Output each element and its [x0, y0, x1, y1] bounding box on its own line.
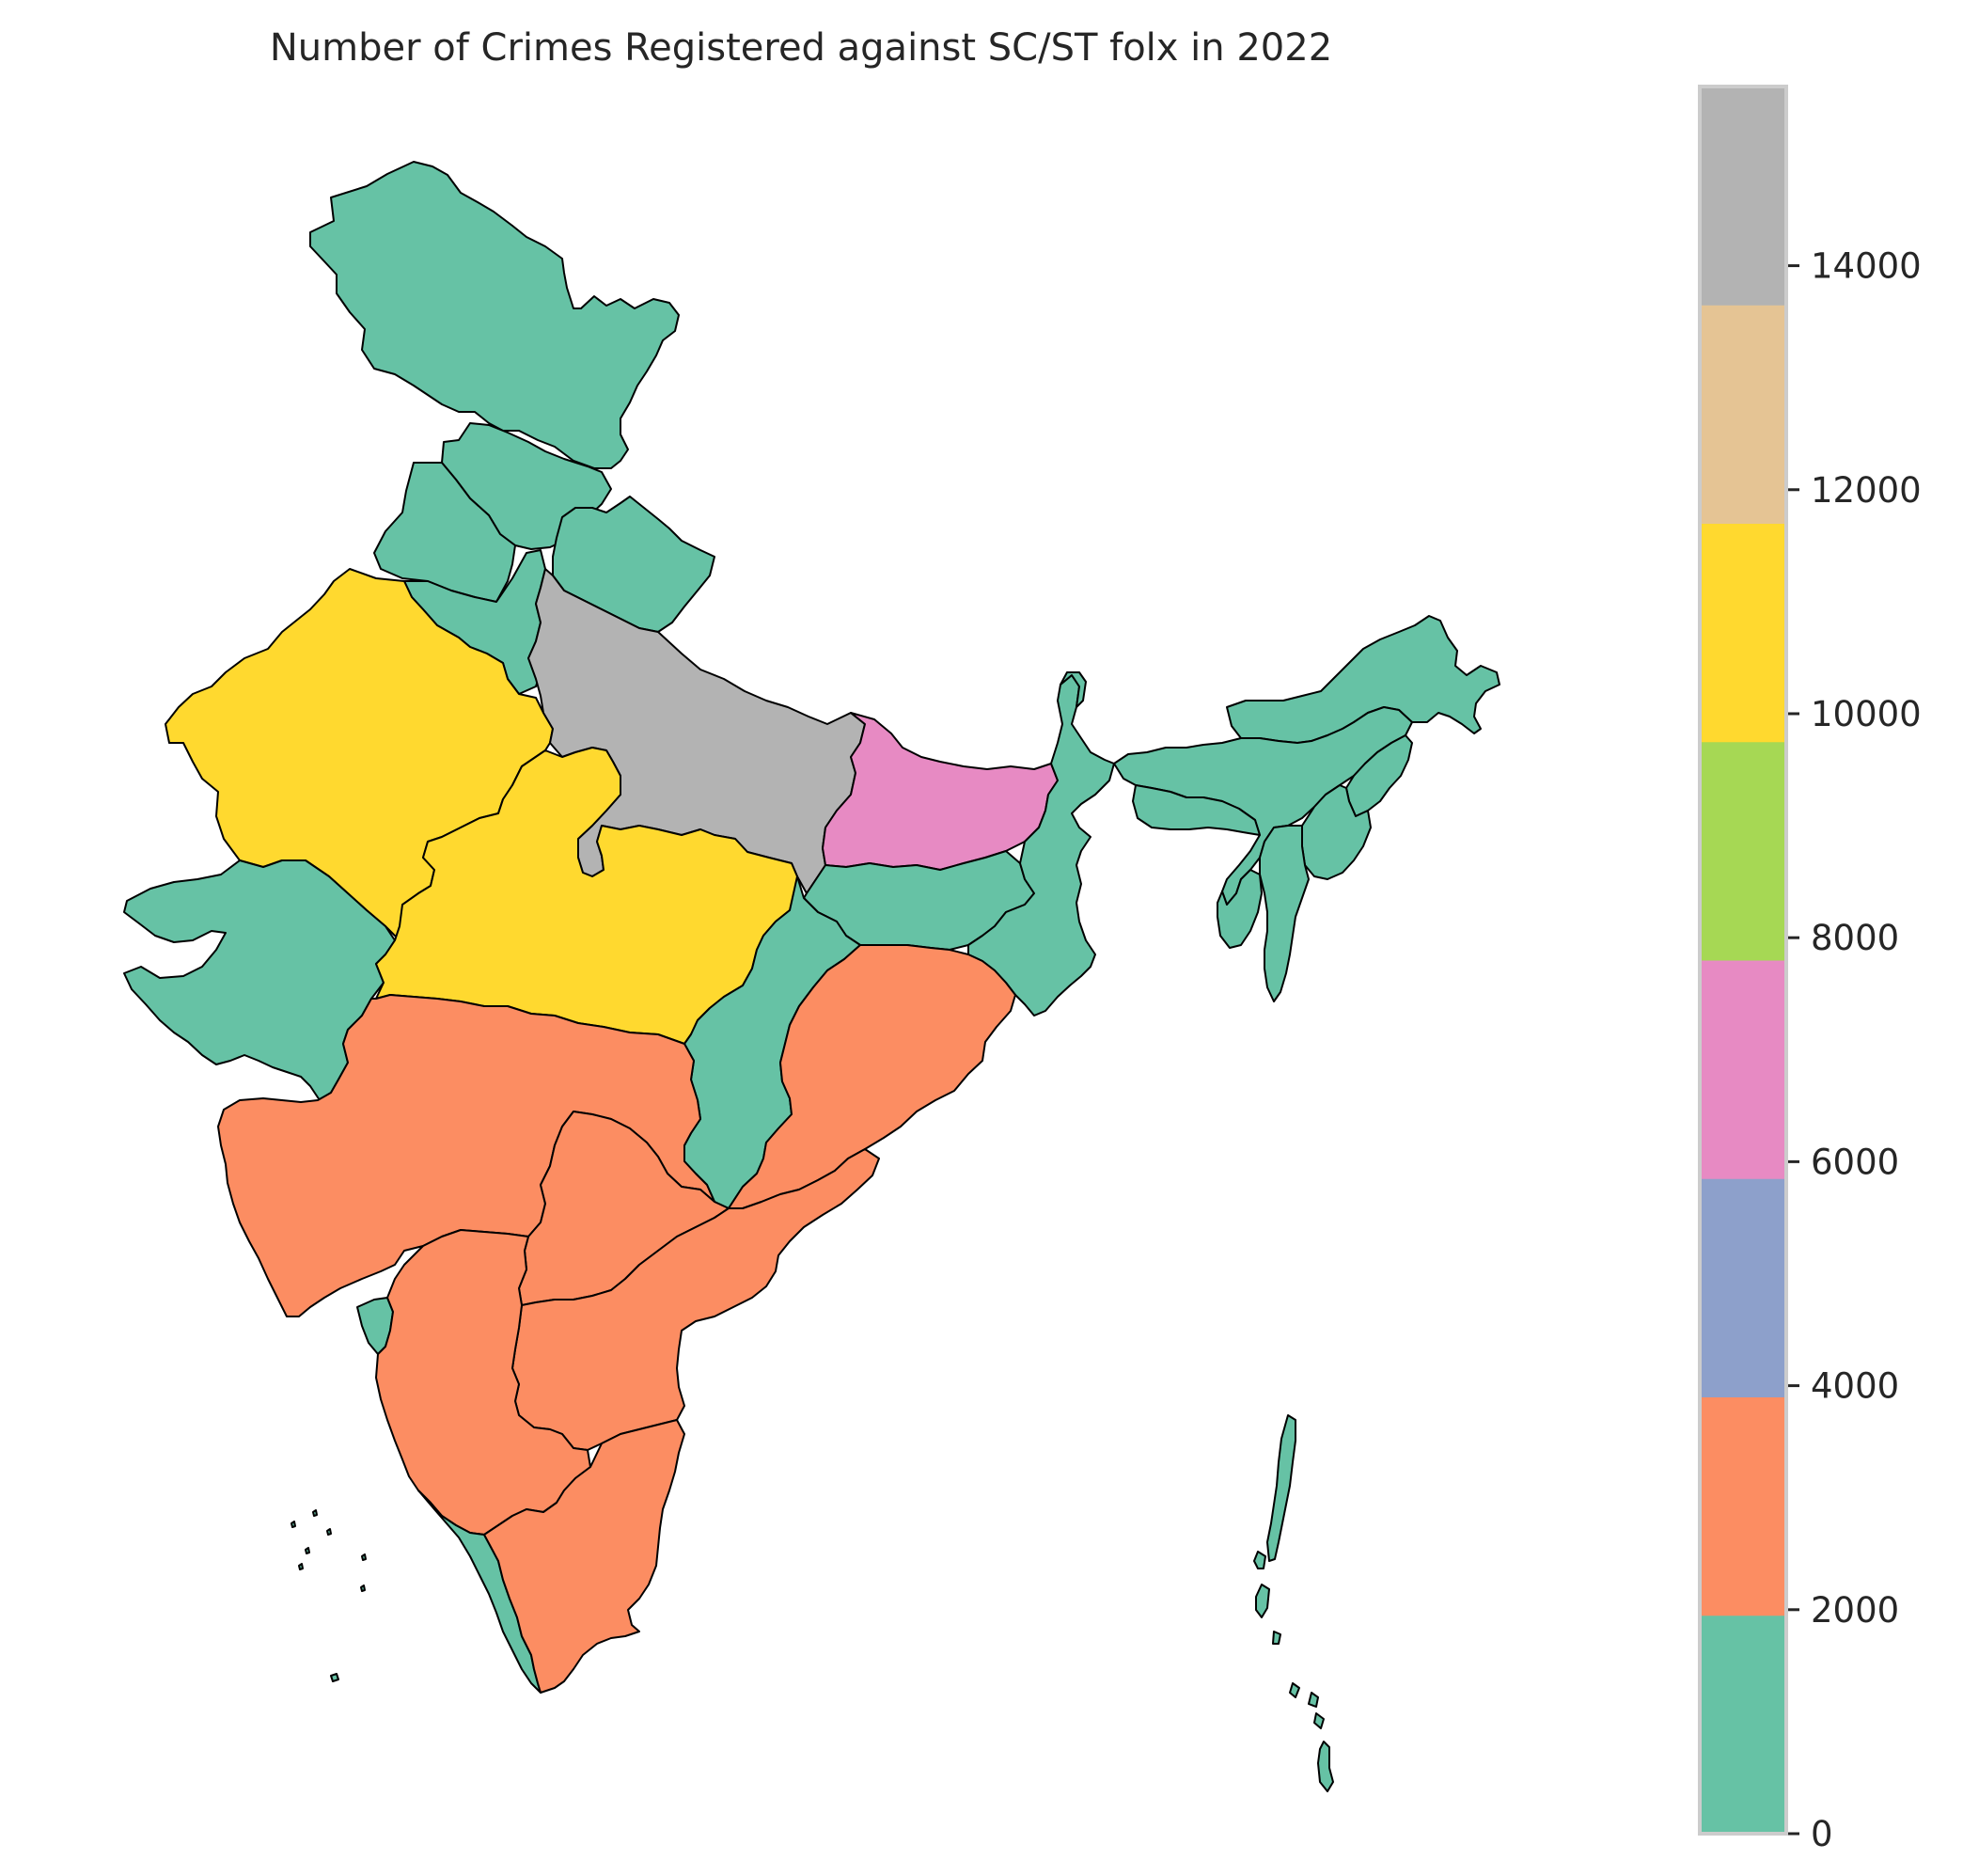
region-meghalaya	[1132, 784, 1261, 836]
region-tripura	[1217, 869, 1263, 949]
india-map	[123, 161, 1500, 1792]
region-jammu-and-kashmir	[309, 161, 680, 469]
colorbar-segment-4	[1700, 741, 1786, 961]
colorbar-tick-label: 12000	[1811, 470, 1922, 511]
colorbar: 0 2000 4000 6000 8000 10000 12000 14000	[1698, 85, 1922, 1854]
colorbar-tick-label: 6000	[1811, 1142, 1899, 1182]
region-gujarat	[123, 859, 396, 1101]
colorbar-tick-label: 14000	[1811, 246, 1922, 287]
colorbar-segment-5	[1700, 523, 1786, 743]
colorbar-segment-7	[1700, 87, 1786, 306]
map-title: Number of Crimes Registered against SC/S…	[270, 26, 1332, 70]
region-lakshadweep	[291, 1509, 367, 1682]
colorbar-segment-3	[1700, 960, 1786, 1179]
colorbar-segment-2	[1700, 1178, 1786, 1397]
colorbar-segment-0	[1700, 1615, 1786, 1835]
region-tamil-nadu	[483, 1419, 685, 1694]
region-sikkim	[1060, 671, 1087, 708]
colorbar-segment-6	[1700, 305, 1786, 524]
colorbar-frame	[1698, 85, 1788, 1836]
region-andaman-nicobar	[1253, 1414, 1334, 1792]
colorbar-segment-1	[1700, 1396, 1786, 1616]
colorbar-tick-label: 0	[1811, 1814, 1833, 1854]
colorbar-tick-label: 2000	[1811, 1590, 1899, 1631]
colorbar-tick-label: 10000	[1811, 694, 1922, 734]
region-mizoram	[1259, 825, 1310, 1002]
colorbar-tick-label: 4000	[1811, 1366, 1899, 1407]
colorbar-tick-label: 8000	[1811, 918, 1899, 958]
